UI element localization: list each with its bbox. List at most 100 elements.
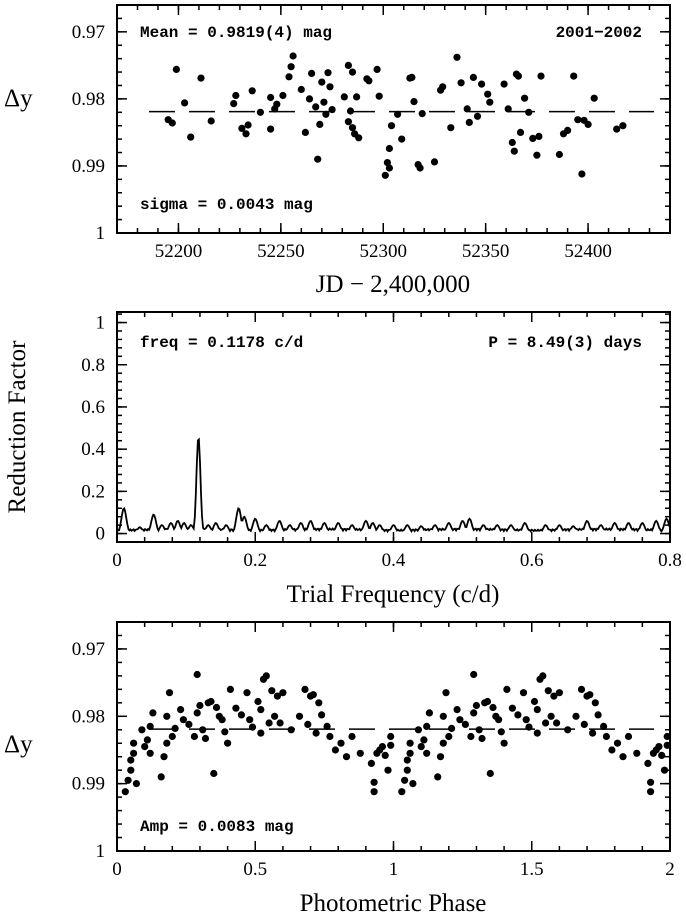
data-point	[301, 685, 309, 694]
data-point	[242, 130, 250, 138]
data-point	[529, 134, 537, 142]
data-point	[238, 124, 246, 132]
data-point	[533, 151, 541, 159]
data-point	[570, 72, 578, 80]
y-tick-label: 0.98	[72, 706, 105, 727]
data-point	[409, 780, 417, 788]
data-point	[533, 706, 541, 714]
data-point	[353, 93, 361, 101]
y-tick-label: 0.97	[72, 639, 105, 660]
data-point	[398, 135, 406, 143]
data-point	[408, 73, 416, 81]
data-point	[500, 80, 508, 88]
data-point	[647, 778, 655, 786]
data-point	[165, 689, 174, 697]
data-point	[457, 79, 465, 87]
data-point	[398, 788, 406, 796]
data-point	[268, 687, 276, 695]
data-point	[163, 712, 171, 720]
data-point	[287, 63, 295, 71]
data-point	[149, 709, 157, 717]
data-point	[248, 87, 256, 95]
data-point	[185, 720, 193, 729]
data-point	[314, 155, 322, 163]
data-point	[425, 709, 433, 717]
data-point	[591, 699, 599, 707]
y-tick-label: 0.2	[81, 481, 105, 502]
data-point	[475, 726, 483, 734]
data-point	[226, 685, 234, 694]
data-point	[430, 158, 439, 166]
data-point	[385, 144, 393, 153]
data-point	[295, 712, 304, 720]
data-point	[163, 739, 171, 747]
data-point	[172, 65, 180, 73]
data-point	[243, 689, 251, 697]
data-point	[467, 732, 475, 741]
data-point	[285, 73, 293, 81]
data-point	[375, 92, 383, 100]
data-point	[230, 100, 238, 108]
data-point	[244, 121, 252, 129]
phased-ylabel: Δy	[4, 731, 33, 758]
data-point	[497, 728, 505, 736]
data-point	[370, 788, 378, 796]
data-point	[448, 724, 456, 733]
x-tick-label: 52350	[462, 241, 510, 262]
y-tick-label: 1	[96, 841, 106, 862]
data-point	[143, 736, 151, 744]
y-tick-label: 0.8	[81, 355, 105, 376]
periodogram-panel: 0 0.2 0.4 0.6 0.8 0 0.2 0.4 0.6 0.8 1 freq = 0.117…	[4, 311, 682, 608]
data-point	[414, 726, 422, 734]
data-point	[387, 732, 395, 741]
data-point	[439, 83, 447, 91]
data-point	[550, 692, 558, 700]
data-point	[276, 719, 284, 727]
data-point	[218, 716, 226, 724]
data-point	[207, 117, 215, 125]
data-point	[232, 91, 240, 100]
data-point	[121, 788, 129, 796]
data-point	[331, 746, 339, 754]
data-point	[196, 701, 204, 710]
data-point	[141, 743, 149, 751]
data-point	[516, 128, 525, 136]
data-point	[577, 685, 586, 694]
data-point	[514, 72, 523, 80]
data-point	[553, 719, 561, 727]
amplitude-annotation: Amp = 0.0083 mag	[140, 818, 294, 836]
y-tick-label: 0.4	[81, 439, 105, 460]
data-point	[318, 711, 326, 719]
data-point	[410, 98, 418, 106]
data-point	[224, 739, 232, 747]
x-tick-label: 1	[389, 859, 399, 880]
data-point	[168, 732, 176, 741]
data-point	[308, 69, 316, 77]
data-point	[442, 689, 450, 697]
data-point	[525, 108, 533, 116]
data-point	[340, 93, 348, 101]
data-point	[453, 706, 461, 714]
data-point	[500, 739, 508, 747]
data-point	[465, 118, 473, 126]
data-point	[508, 704, 516, 712]
light-curve-ticks: 52200 52250 52300 52350 52400 0.97 0.98 0.99 1	[72, 5, 670, 262]
data-point	[279, 91, 287, 100]
data-point	[190, 732, 198, 741]
data-point	[212, 703, 221, 712]
data-point	[423, 722, 431, 731]
data-point	[146, 749, 154, 757]
data-point	[535, 132, 543, 140]
data-point	[381, 751, 389, 760]
data-point	[403, 756, 411, 764]
x-tick-label: 0.6	[520, 550, 544, 571]
data-point	[207, 697, 215, 706]
data-point	[279, 689, 287, 697]
phased-points	[121, 670, 671, 796]
data-point	[420, 736, 428, 744]
data-point	[463, 105, 471, 113]
data-point	[589, 729, 597, 737]
data-point	[447, 124, 455, 132]
data-point	[633, 749, 641, 757]
data-point	[289, 52, 297, 60]
